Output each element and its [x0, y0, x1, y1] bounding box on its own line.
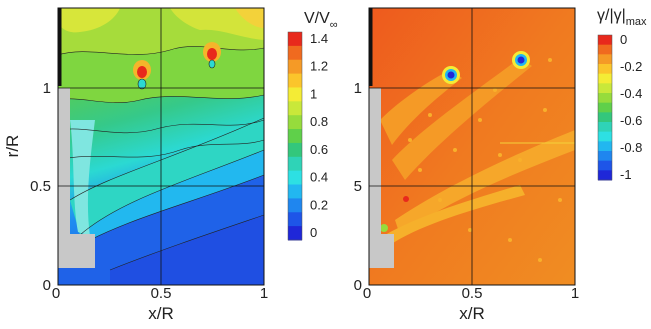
colorbar-swatch: [598, 112, 612, 123]
colorbar-swatch: [598, 131, 612, 142]
colorbar-tick-label: -0.2: [620, 59, 642, 74]
circulation-band: [395, 130, 575, 235]
colorbar-swatch: [288, 156, 302, 172]
velocity-ytick-1: 0.5: [30, 178, 51, 195]
velocity-ytick-2: 1: [43, 80, 51, 97]
velocity-xtick-2: 1: [260, 285, 268, 302]
circulation-xtick-1: 0.5: [462, 285, 483, 302]
velocity-xlabel: x/R: [148, 304, 174, 323]
colorbar-swatch: [598, 64, 612, 75]
colorbar-swatch: [288, 32, 302, 47]
colorbar-swatch: [288, 212, 302, 227]
colorbar-swatch: [288, 142, 302, 158]
colorbar-swatch: [288, 101, 302, 116]
circulation-ytick-1: 5: [354, 178, 362, 195]
colorbar-swatch: [598, 122, 612, 133]
velocity-tip-vortex: [203, 42, 221, 69]
circulation-band: [392, 58, 532, 180]
colorbar-frame: [597, 34, 613, 181]
velocity-contour-band: [70, 118, 264, 235]
colorbar-tick-label: -1: [620, 167, 632, 182]
colorbar-swatch: [288, 87, 302, 102]
colorbar-swatch: [598, 102, 612, 113]
colorbar-tick-label: 0.4: [310, 170, 328, 185]
panel-circulation: 0 0.5 1 x/R 0 5 1 γ/|γ|max 0 -0.2 -0.4 -0.6…: [354, 7, 647, 323]
colorbar-swatch: [598, 73, 612, 84]
colorbar-swatch: [288, 45, 302, 61]
colorbar-swatch: [288, 73, 302, 88]
circulation-frame: [368, 7, 576, 286]
colorbar-swatch: [288, 115, 302, 130]
velocity-contour-band: [80, 150, 264, 240]
velocity-ylabel: r/R: [3, 135, 22, 158]
circulation-colorbar-title: γ/|γ|max: [597, 7, 647, 28]
velocity-ytick-0: 0: [43, 277, 51, 294]
circulation-colorbar: 0 -0.2 -0.4 -0.6 -0.8 -1: [597, 32, 642, 182]
velocity-xtick-0: 0: [52, 285, 60, 302]
circulation-xtick-2: 1: [571, 285, 579, 302]
circulation-xtick-0: 0: [363, 285, 371, 302]
circulation-vortex-core: [512, 51, 530, 69]
colorbar-swatch: [598, 151, 612, 162]
circulation-speckles: [408, 58, 562, 262]
colorbar-swatch: [598, 93, 612, 104]
colorbar-tick-label: 0: [620, 32, 627, 47]
velocity-xtick-1: 0.5: [151, 285, 172, 302]
circulation-xlabel: x/R: [459, 304, 485, 323]
colorbar-swatch: [598, 160, 612, 171]
colorbar-swatch: [598, 170, 612, 181]
colorbar-tick-label: 0.8: [310, 114, 328, 129]
colorbar-tick-label: -0.8: [620, 140, 642, 155]
colorbar-swatch: [288, 184, 302, 199]
velocity-colorbar: 1.4 1.2 1 0.8 0.6 0.4 0.2 0: [287, 31, 328, 241]
velocity-frame: [57, 7, 265, 286]
colorbar-tick-label: 1.2: [310, 59, 328, 74]
velocity-grid: [58, 8, 264, 285]
circulation-band: [380, 70, 462, 145]
velocity-contour-band: [58, 8, 120, 33]
colorbar-swatch: [598, 54, 612, 65]
circulation-band: [385, 185, 525, 245]
colorbar-tick-label: -0.4: [620, 86, 642, 101]
colorbar-swatch: [598, 83, 612, 94]
velocity-contour-band: [170, 8, 264, 40]
velocity-contour-band: [110, 215, 264, 285]
velocity-contour-lines: [57, 46, 265, 271]
circulation-ytick-0: 0: [354, 277, 362, 294]
colorbar-swatch: [598, 35, 612, 46]
colorbar-swatch: [288, 226, 302, 241]
circulation-hub-body: [369, 88, 394, 268]
colorbar-swatch: [288, 59, 302, 75]
colorbar-swatch: [288, 170, 302, 186]
circulation-ytick-2: 1: [354, 80, 362, 97]
circulation-grid: [369, 8, 575, 285]
colorbar-frame: [287, 31, 303, 241]
colorbar-tick-label: 1.4: [310, 31, 328, 46]
circulation-red-spot: [403, 196, 409, 202]
velocity-contour-band: [70, 120, 95, 236]
colorbar-swatch: [288, 198, 302, 213]
colorbar-tick-label: 0.2: [310, 197, 328, 212]
velocity-tip-vortex: [133, 60, 151, 90]
colorbar-tick-label: -0.6: [620, 113, 642, 128]
velocity-hub-body: [58, 88, 95, 268]
velocity-colorbar-title: V/V∞: [304, 10, 338, 31]
circulation-hub-spot: [380, 224, 388, 232]
colorbar-swatch: [598, 44, 612, 55]
circulation-vortex-core: [442, 66, 460, 84]
panel-velocity: 0 0.5 1 x/R 0 0.5 1 r/R V/V∞ 1.4 1.2 1 0.8 0…: [3, 7, 338, 323]
colorbar-swatch: [598, 141, 612, 152]
colorbar-tick-label: 0: [310, 225, 317, 240]
velocity-contour-band: [235, 8, 264, 28]
colorbar-tick-label: 0.6: [310, 142, 328, 157]
colorbar-swatch: [288, 129, 302, 144]
colorbar-tick-label: 1: [310, 86, 317, 101]
